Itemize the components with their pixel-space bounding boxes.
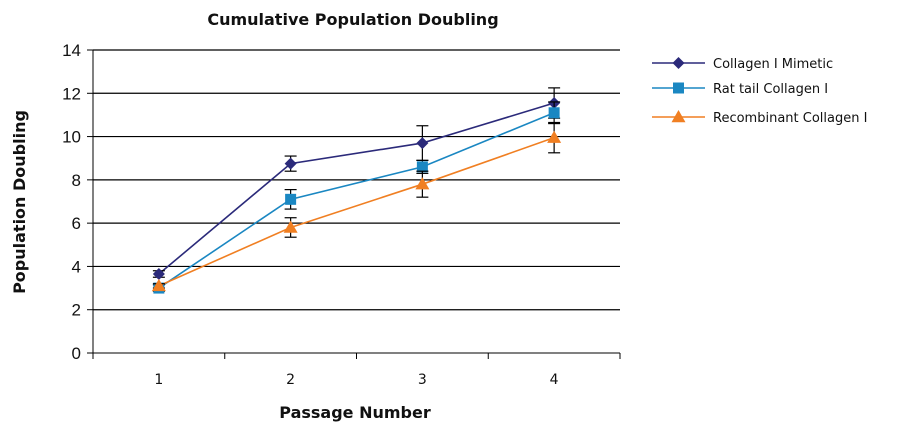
- legend-item: Rat tail Collagen I: [652, 82, 828, 97]
- legend: Collagen I Mimetic Rat tail Collagen I Rec…: [652, 57, 867, 126]
- y-axis-title: Population Doubling: [10, 110, 29, 294]
- x-axis-title: Passage Number: [279, 403, 431, 422]
- y-tick-labels: 0 2 4 6 8 10 12 14: [62, 41, 81, 363]
- legend-item: Recombinant Collagen I: [652, 110, 867, 126]
- data-point: [415, 177, 430, 190]
- series-line: [158, 112, 555, 289]
- y-tick-label: 14: [62, 41, 81, 60]
- x-tick-label: 3: [418, 372, 427, 388]
- y-tick-label: 4: [72, 257, 81, 276]
- x-tick-label: 4: [550, 372, 559, 388]
- gridlines: [93, 49, 620, 311]
- y-tick-label: 12: [62, 84, 81, 103]
- legend-label: Collagen I Mimetic: [713, 57, 833, 72]
- legend-marker: [672, 57, 685, 69]
- data-point: [416, 137, 429, 150]
- legend-marker: [673, 82, 684, 94]
- x-tick-label: 2: [286, 372, 295, 388]
- series-layer: [151, 87, 562, 294]
- x-tick-label: 1: [154, 372, 163, 388]
- data-point: [285, 193, 297, 205]
- axes: [87, 49, 621, 359]
- series-collagen-i-mimetic: [152, 87, 561, 281]
- y-tick-label: 8: [72, 171, 81, 190]
- series-line: [158, 102, 555, 275]
- data-point: [283, 220, 298, 233]
- series-rat-tail-collagen-i: [152, 101, 561, 294]
- data-point: [284, 157, 297, 170]
- data-point: [548, 107, 560, 119]
- legend-label: Recombinant Collagen I: [713, 111, 867, 126]
- legend-marker: [671, 110, 686, 123]
- y-tick-label: 6: [72, 214, 81, 233]
- data-point: [416, 161, 428, 173]
- y-tick-label: 10: [62, 128, 81, 147]
- y-tick-label: 0: [72, 344, 81, 363]
- y-tick-label: 2: [72, 301, 81, 320]
- series-line: [158, 136, 555, 287]
- legend-label: Rat tail Collagen I: [713, 82, 828, 97]
- legend-item: Collagen I Mimetic: [652, 57, 833, 72]
- series-recombinant-collagen-i: [151, 121, 562, 292]
- chart-title: Cumulative Population Doubling: [207, 10, 498, 29]
- data-point: [152, 268, 165, 281]
- data-point: [151, 278, 166, 292]
- data-point: [547, 130, 562, 143]
- x-tick-labels: 1 2 3 4: [154, 372, 558, 388]
